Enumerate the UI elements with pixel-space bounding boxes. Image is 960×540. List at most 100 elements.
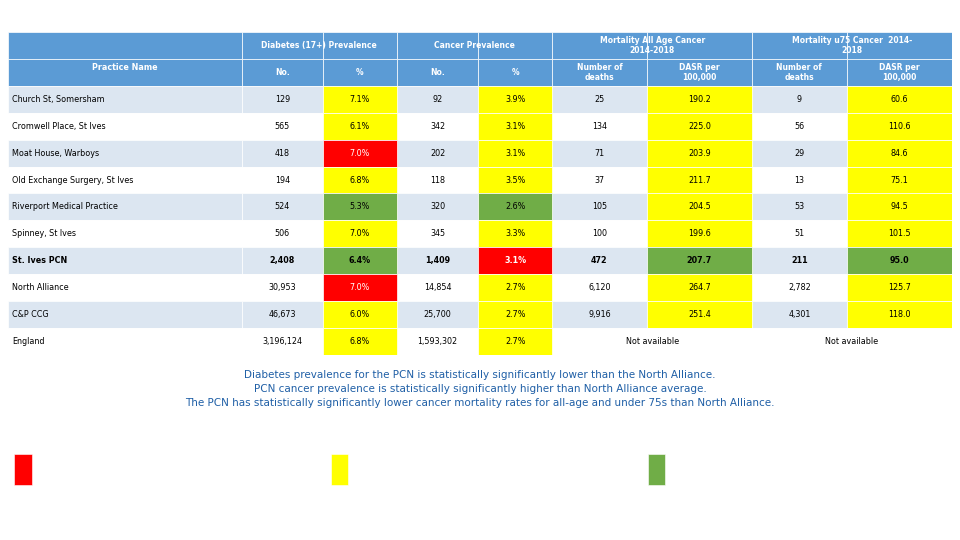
Text: 9,916: 9,916: [588, 310, 611, 319]
Bar: [847, 86, 952, 113]
Text: DASR per
100,000: DASR per 100,000: [679, 63, 720, 82]
Text: 6.1%: 6.1%: [349, 122, 371, 131]
Text: %: %: [512, 68, 519, 77]
Text: 30,953: 30,953: [269, 283, 296, 292]
Text: England: England: [12, 337, 44, 346]
Text: Cromwell Place, St Ives: Cromwell Place, St Ives: [12, 122, 106, 131]
Bar: [8, 113, 242, 140]
Text: 95.0: 95.0: [890, 256, 909, 265]
Bar: [752, 328, 847, 355]
Bar: [242, 247, 323, 274]
Bar: [478, 166, 552, 193]
Text: 3.1%: 3.1%: [504, 256, 526, 265]
Text: 472: 472: [591, 256, 608, 265]
Bar: [552, 274, 647, 301]
Text: DASR per
100,000: DASR per 100,000: [879, 63, 920, 82]
Text: Source: Prevalence (recorded) - C&P PHI from QOF, NHS Digital, 2017/18; Mortalit: Source: Prevalence (recorded) - C&P PHI …: [12, 526, 654, 532]
Bar: [478, 301, 552, 328]
Text: 524: 524: [275, 202, 290, 212]
Text: 342: 342: [430, 122, 445, 131]
Bar: [478, 86, 552, 113]
Text: 251.4: 251.4: [688, 310, 710, 319]
Bar: [478, 32, 552, 59]
Bar: [847, 86, 952, 113]
Bar: [396, 113, 478, 140]
Bar: [647, 113, 752, 140]
Bar: [478, 113, 552, 140]
Text: 60.6: 60.6: [891, 95, 908, 104]
Bar: [752, 220, 847, 247]
Text: 194: 194: [275, 176, 290, 185]
Text: 345: 345: [430, 230, 445, 238]
Bar: [847, 140, 952, 166]
Bar: [478, 140, 552, 166]
Bar: [752, 59, 847, 86]
Bar: [323, 220, 396, 247]
Bar: [323, 113, 396, 140]
Bar: [8, 193, 242, 220]
Bar: [847, 32, 952, 59]
Bar: [396, 86, 478, 113]
Text: 506: 506: [275, 230, 290, 238]
Text: 1,409: 1,409: [425, 256, 450, 265]
Text: 75.1: 75.1: [891, 176, 908, 185]
Text: 118: 118: [430, 176, 445, 185]
Text: 110.6: 110.6: [888, 122, 911, 131]
Bar: [552, 166, 647, 193]
Text: Old Exchange Surgery, St Ives: Old Exchange Surgery, St Ives: [12, 176, 133, 185]
Bar: [847, 193, 952, 220]
Text: 5.3%: 5.3%: [349, 202, 371, 212]
Text: 2.7%: 2.7%: [505, 310, 525, 319]
Text: 7.0%: 7.0%: [349, 230, 371, 238]
Text: Riverport Medical Practice: Riverport Medical Practice: [12, 202, 118, 212]
Bar: [847, 274, 952, 301]
Bar: [752, 86, 847, 113]
Text: Church St, Somersham: Church St, Somersham: [12, 95, 105, 104]
Bar: [552, 193, 647, 220]
Text: 100: 100: [592, 230, 607, 238]
Text: statistically significantly lower than next level in hierarchy: statistically significantly lower than n…: [684, 465, 910, 474]
Bar: [242, 113, 323, 140]
Bar: [478, 59, 552, 86]
Text: Number of
deaths: Number of deaths: [577, 63, 622, 82]
Text: 211.7: 211.7: [688, 176, 710, 185]
Text: 118.0: 118.0: [888, 310, 911, 319]
Text: 51: 51: [794, 230, 804, 238]
Text: statistically significantly higher than next level in hierarchy: statistically significantly higher than …: [51, 465, 280, 474]
Text: 211: 211: [791, 256, 807, 265]
Bar: [478, 274, 552, 301]
Text: 7.1%: 7.1%: [349, 95, 371, 104]
Bar: [847, 193, 952, 220]
Text: C&P CCG: C&P CCG: [12, 310, 48, 319]
Text: St. Ives PCN: St. Ives PCN: [12, 256, 67, 265]
Text: 25: 25: [594, 95, 605, 104]
Bar: [323, 59, 396, 86]
Text: 56: 56: [794, 122, 804, 131]
Bar: [647, 193, 752, 220]
Text: 14,854: 14,854: [424, 283, 451, 292]
Text: 264.7: 264.7: [688, 283, 710, 292]
Bar: [396, 274, 478, 301]
Bar: [8, 220, 242, 247]
Bar: [396, 166, 478, 193]
Text: Diabetes (17+) Prevalence: Diabetes (17+) Prevalence: [261, 41, 377, 50]
Bar: [396, 328, 478, 355]
Bar: [323, 301, 396, 328]
Bar: [396, 301, 478, 328]
Bar: [478, 166, 552, 193]
Text: 320: 320: [430, 202, 445, 212]
Bar: [552, 59, 647, 86]
Bar: [8, 140, 242, 166]
Bar: [647, 140, 752, 166]
Text: 565: 565: [275, 122, 290, 131]
Bar: [647, 59, 752, 86]
Text: 101.5: 101.5: [888, 230, 911, 238]
Text: 2,782: 2,782: [788, 283, 811, 292]
Bar: [323, 274, 396, 301]
Bar: [647, 328, 752, 355]
Bar: [323, 274, 396, 301]
Text: 71: 71: [594, 148, 605, 158]
Text: No.: No.: [430, 68, 445, 77]
Bar: [847, 274, 952, 301]
Text: 204.5: 204.5: [688, 202, 710, 212]
